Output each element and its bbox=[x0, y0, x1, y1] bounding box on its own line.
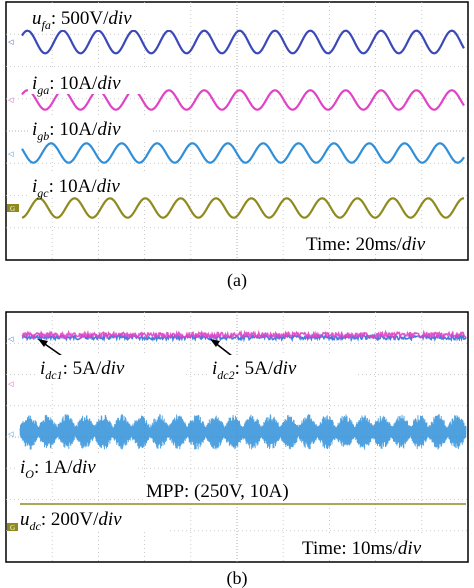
igc-scale-unit: div bbox=[97, 176, 121, 197]
label-io: iO: 1A/div bbox=[18, 455, 136, 481]
label-idc1: idc1: 5A/div bbox=[36, 355, 186, 382]
idc2-scale-unit: div bbox=[273, 358, 297, 379]
marker-ch3: ◁ bbox=[8, 150, 14, 158]
time-a-text: Time: 20ms/ bbox=[306, 234, 403, 255]
panel-b-markers: ◁ ◁ ◁ G bbox=[7, 335, 19, 532]
svg-text:idc2: 5A/div: idc2: 5A/div bbox=[212, 358, 297, 382]
io-scale-unit: div bbox=[72, 457, 96, 478]
ground-marker-a-label: G bbox=[10, 205, 15, 213]
marker-ch1: ◁ bbox=[8, 38, 14, 46]
trace-ufa bbox=[21, 29, 465, 55]
svg-text:Time: 20ms/div: Time: 20ms/div bbox=[306, 234, 426, 255]
time-b-text: Time: 10ms/ bbox=[302, 538, 399, 559]
ground-marker-b-label: G bbox=[10, 524, 15, 532]
panel-b: ◁ ◁ ◁ G idc1: 5A/div idc2: 5A/div bbox=[5, 311, 469, 563]
ufa-subscript: fa bbox=[42, 18, 51, 32]
udc-scale-unit: div bbox=[98, 509, 122, 530]
trace-igc bbox=[21, 197, 465, 219]
svg-text:ufa: 500V/div: ufa: 500V/div bbox=[32, 8, 132, 32]
igc-subscript: gc bbox=[37, 186, 49, 200]
label-iga: iga: 10A/div bbox=[28, 70, 154, 97]
io-subscript: O bbox=[25, 467, 34, 481]
idc2-symbol: i bbox=[212, 358, 217, 379]
arrow-idc2 bbox=[210, 339, 233, 357]
idc2-scale: 5A/ bbox=[245, 358, 274, 379]
time-b-unit: div bbox=[398, 538, 422, 559]
arrow-idc1 bbox=[38, 339, 63, 357]
igb-symbol: i bbox=[32, 119, 37, 140]
label-igb: igb: 10A/div bbox=[28, 116, 152, 143]
igc-scale: 10A/ bbox=[59, 176, 98, 197]
igb-scale: 10A/ bbox=[59, 119, 98, 140]
caption-a: (a) bbox=[227, 270, 247, 291]
caption-b: (b) bbox=[227, 568, 248, 588]
idc2-subscript: dc2 bbox=[217, 368, 234, 382]
ground-marker-b bbox=[7, 523, 19, 531]
marker-b-ch3: ◁ bbox=[8, 430, 14, 438]
svg-text:iO: 1A/div: iO: 1A/div bbox=[20, 457, 96, 481]
igc-symbol: i bbox=[32, 176, 37, 197]
iga-scale-unit: div bbox=[97, 73, 121, 94]
svg-text:Time: 10ms/div: Time: 10ms/div bbox=[302, 538, 422, 559]
svg-text:idc1: 5A/div: idc1: 5A/div bbox=[40, 358, 125, 382]
udc-symbol: u bbox=[20, 509, 30, 530]
ufa-scale: 500V/ bbox=[61, 8, 109, 29]
udc-scale: 200V/ bbox=[51, 509, 99, 530]
marker-b-ch1: ◁ bbox=[8, 335, 14, 343]
time-label-a: Time: 20ms/div bbox=[300, 230, 460, 255]
time-a-unit: div bbox=[402, 234, 426, 255]
label-ufa: ufa: 500V/div bbox=[28, 4, 176, 32]
iga-subscript: ga bbox=[37, 83, 49, 97]
trace-idc2 bbox=[21, 329, 467, 341]
idc1-scale: 5A/ bbox=[73, 358, 102, 379]
svg-text:iga: 10A/div: iga: 10A/div bbox=[32, 73, 121, 97]
label-igc: igc: 10A/div bbox=[28, 173, 152, 200]
label-idc2: idc2: 5A/div bbox=[208, 355, 358, 382]
ufa-scale-unit: div bbox=[108, 8, 132, 29]
igb-scale-unit: div bbox=[97, 119, 121, 140]
ufa-symbol: u bbox=[32, 8, 42, 29]
svg-text:igc: 10A/div: igc: 10A/div bbox=[32, 176, 120, 200]
mpp-annotation: MPP: (250V, 10A) bbox=[144, 479, 340, 503]
trace-igb bbox=[21, 142, 465, 164]
panel-b-traces bbox=[19, 329, 467, 505]
idc1-symbol: i bbox=[40, 358, 45, 379]
io-scale: 1A/ bbox=[44, 457, 73, 478]
iga-scale: 10A/ bbox=[59, 73, 98, 94]
panel-a: ◁ ◁ ◁ G ufa: 500V/div iga: 10A/div igb: … bbox=[5, 1, 469, 261]
io-symbol: i bbox=[20, 457, 25, 478]
svg-text:igb: 10A/div: igb: 10A/div bbox=[32, 119, 121, 143]
udc-subscript: dc bbox=[30, 519, 42, 533]
igb-subscript: gb bbox=[37, 129, 49, 143]
marker-b-ch2: ◁ bbox=[8, 380, 14, 388]
iga-symbol: i bbox=[32, 73, 37, 94]
marker-ch2: ◁ bbox=[8, 96, 14, 104]
idc1-scale-unit: div bbox=[101, 358, 125, 379]
mpp-text: MPP: (250V, 10A) bbox=[146, 481, 289, 502]
svg-text:udc: 200V/div: udc: 200V/div bbox=[20, 509, 122, 533]
panel-a-markers: ◁ ◁ ◁ G bbox=[7, 38, 19, 213]
ground-marker-a bbox=[7, 204, 19, 212]
idc1-subscript: dc1 bbox=[45, 368, 62, 382]
time-label-b: Time: 10ms/div bbox=[296, 535, 462, 559]
label-udc: udc: 200V/div bbox=[18, 506, 168, 533]
trace-iO bbox=[19, 414, 467, 450]
